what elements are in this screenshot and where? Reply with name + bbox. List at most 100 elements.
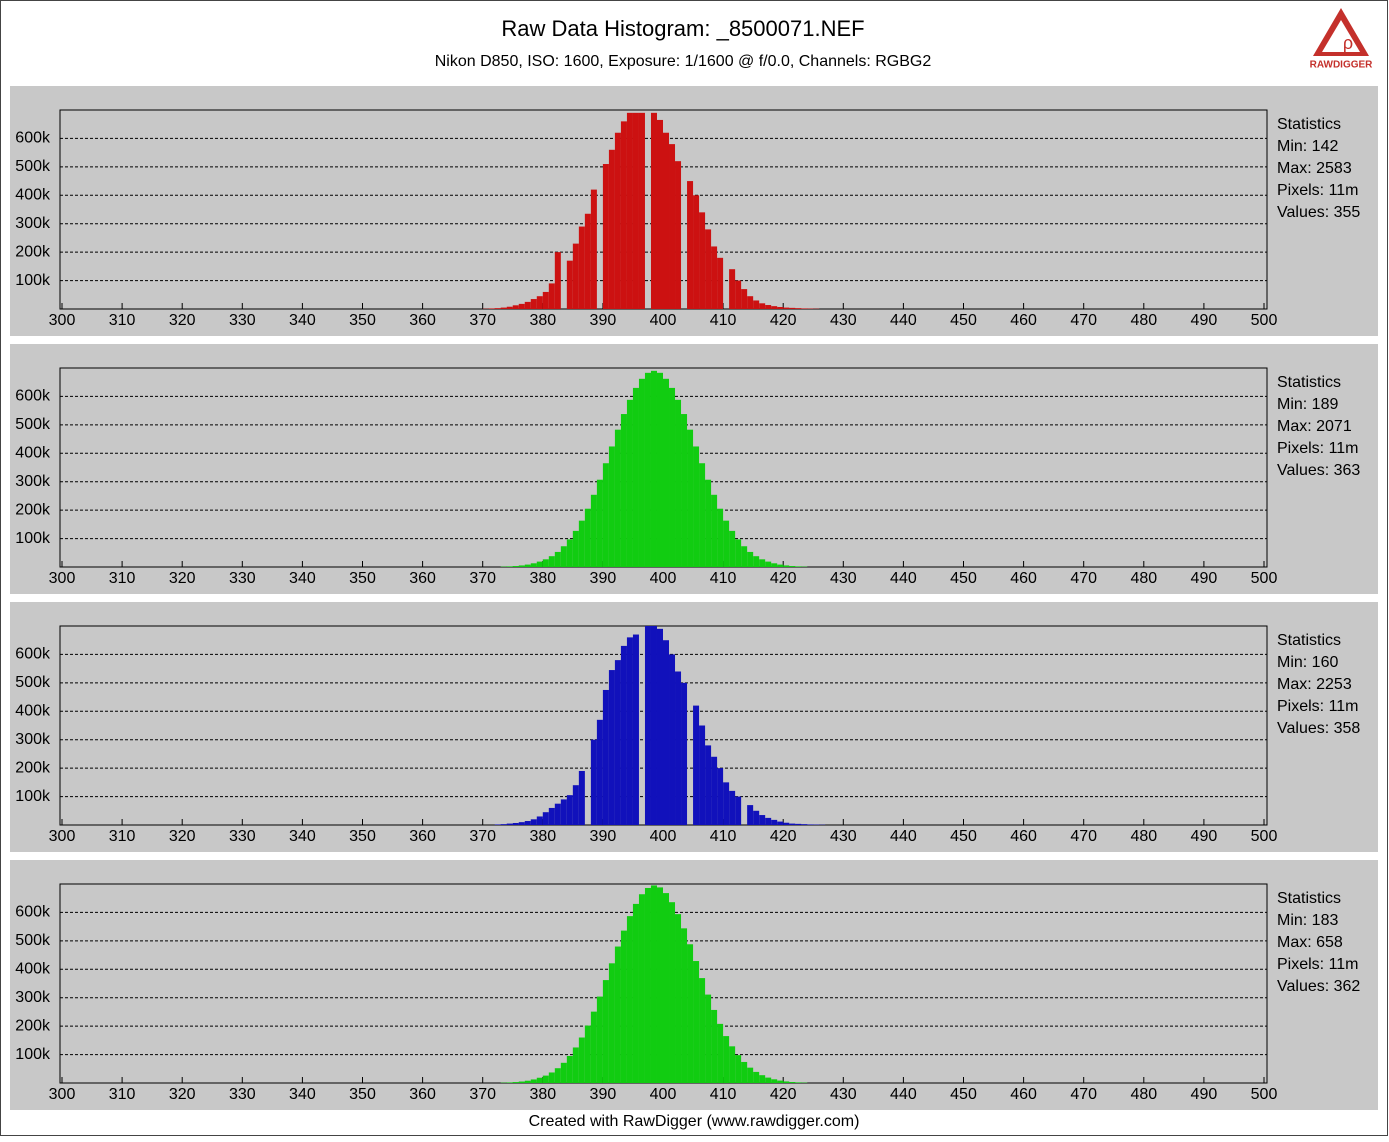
bar: [597, 720, 603, 825]
bar: [663, 640, 669, 825]
bar: [681, 414, 687, 567]
bar: [633, 388, 639, 567]
x-tick-label: 380: [529, 312, 556, 329]
x-tick-label: 500: [1251, 828, 1278, 845]
x-tick-label: 490: [1191, 828, 1218, 845]
y-tick-label: 600k: [15, 388, 51, 405]
x-tick-label: 500: [1251, 312, 1278, 329]
bar: [567, 1056, 573, 1083]
stats-title: Statistics: [1277, 116, 1341, 133]
x-tick-label: 460: [1010, 312, 1037, 329]
stats-title: Statistics: [1277, 374, 1341, 391]
bar: [567, 539, 573, 567]
bar: [591, 190, 597, 309]
bar: [507, 566, 513, 567]
x-tick-label: 300: [49, 1086, 76, 1103]
x-tick-label: 350: [349, 1086, 376, 1103]
x-tick-label: 410: [710, 570, 737, 587]
stats-line: Pixels: 11m: [1277, 440, 1359, 457]
x-tick-label: 470: [1070, 828, 1097, 845]
bar: [651, 371, 657, 567]
bar: [519, 304, 525, 309]
stats-line: Values: 358: [1277, 720, 1360, 737]
bar: [735, 797, 741, 825]
x-tick-label: 450: [950, 570, 977, 587]
x-tick-label: 470: [1070, 1086, 1097, 1103]
bar: [519, 1082, 525, 1083]
bar: [639, 113, 645, 309]
bar: [657, 120, 663, 309]
bar: [783, 1081, 789, 1083]
bar: [705, 745, 711, 825]
x-tick-label: 480: [1130, 828, 1157, 845]
bar: [705, 480, 711, 567]
bar: [603, 463, 609, 567]
bar: [675, 671, 681, 825]
bar: [747, 552, 753, 567]
bar: [525, 821, 531, 825]
bar: [699, 726, 705, 826]
bar: [507, 824, 513, 825]
bar: [693, 706, 699, 825]
bar: [777, 822, 783, 825]
x-tick-label: 330: [229, 828, 256, 845]
y-tick-label: 500k: [15, 158, 51, 175]
bar: [615, 947, 621, 1083]
bar: [537, 562, 543, 567]
bar: [723, 782, 729, 825]
bar: [627, 400, 633, 567]
stats-line: Values: 363: [1277, 462, 1360, 479]
bar: [765, 1078, 771, 1083]
bar: [717, 1024, 723, 1083]
bar: [531, 819, 537, 825]
x-tick-label: 460: [1010, 570, 1037, 587]
x-tick-label: 450: [950, 1086, 977, 1103]
bar: [687, 181, 693, 309]
x-tick-label: 500: [1251, 570, 1278, 587]
y-tick-label: 300k: [15, 473, 51, 490]
bar: [513, 1082, 519, 1083]
bar: [753, 556, 759, 567]
stats-line: Min: 160: [1277, 654, 1338, 671]
bar: [657, 887, 663, 1083]
bar: [651, 626, 657, 825]
bar: [759, 1075, 765, 1083]
bar: [531, 299, 537, 309]
bar: [591, 740, 597, 825]
bar: [633, 635, 639, 825]
x-tick-label: 440: [890, 312, 917, 329]
x-tick-label: 310: [109, 1086, 136, 1103]
stats-line: Values: 355: [1277, 204, 1360, 221]
bar: [603, 690, 609, 825]
bar: [591, 495, 597, 567]
x-tick-label: 470: [1070, 312, 1097, 329]
x-tick-label: 370: [469, 828, 496, 845]
x-tick-label: 370: [469, 312, 496, 329]
bar: [741, 546, 747, 567]
bar: [789, 308, 795, 309]
bar: [795, 1082, 801, 1083]
bar: [615, 660, 621, 825]
y-tick-label: 500k: [15, 932, 51, 949]
x-tick-label: 410: [710, 312, 737, 329]
chart-subtitle: Nikon D850, ISO: 1600, Exposure: 1/1600 …: [435, 53, 932, 70]
bar: [783, 565, 789, 567]
bar: [639, 379, 645, 567]
y-tick-label: 200k: [15, 1017, 51, 1034]
bar: [783, 823, 789, 825]
x-tick-label: 390: [590, 570, 617, 587]
logo-text: RAWDIGGER: [1310, 60, 1374, 71]
bar: [555, 252, 561, 309]
y-tick-label: 300k: [15, 731, 51, 748]
x-tick-label: 330: [229, 1086, 256, 1103]
bar: [723, 1036, 729, 1083]
bar: [723, 521, 729, 567]
x-tick-label: 420: [770, 570, 797, 587]
bar: [681, 683, 687, 825]
y-tick-label: 600k: [15, 130, 51, 147]
bar: [669, 144, 675, 309]
x-tick-label: 440: [890, 828, 917, 845]
y-tick-label: 100k: [15, 530, 51, 547]
stats-title: Statistics: [1277, 632, 1341, 649]
bar: [747, 1068, 753, 1083]
